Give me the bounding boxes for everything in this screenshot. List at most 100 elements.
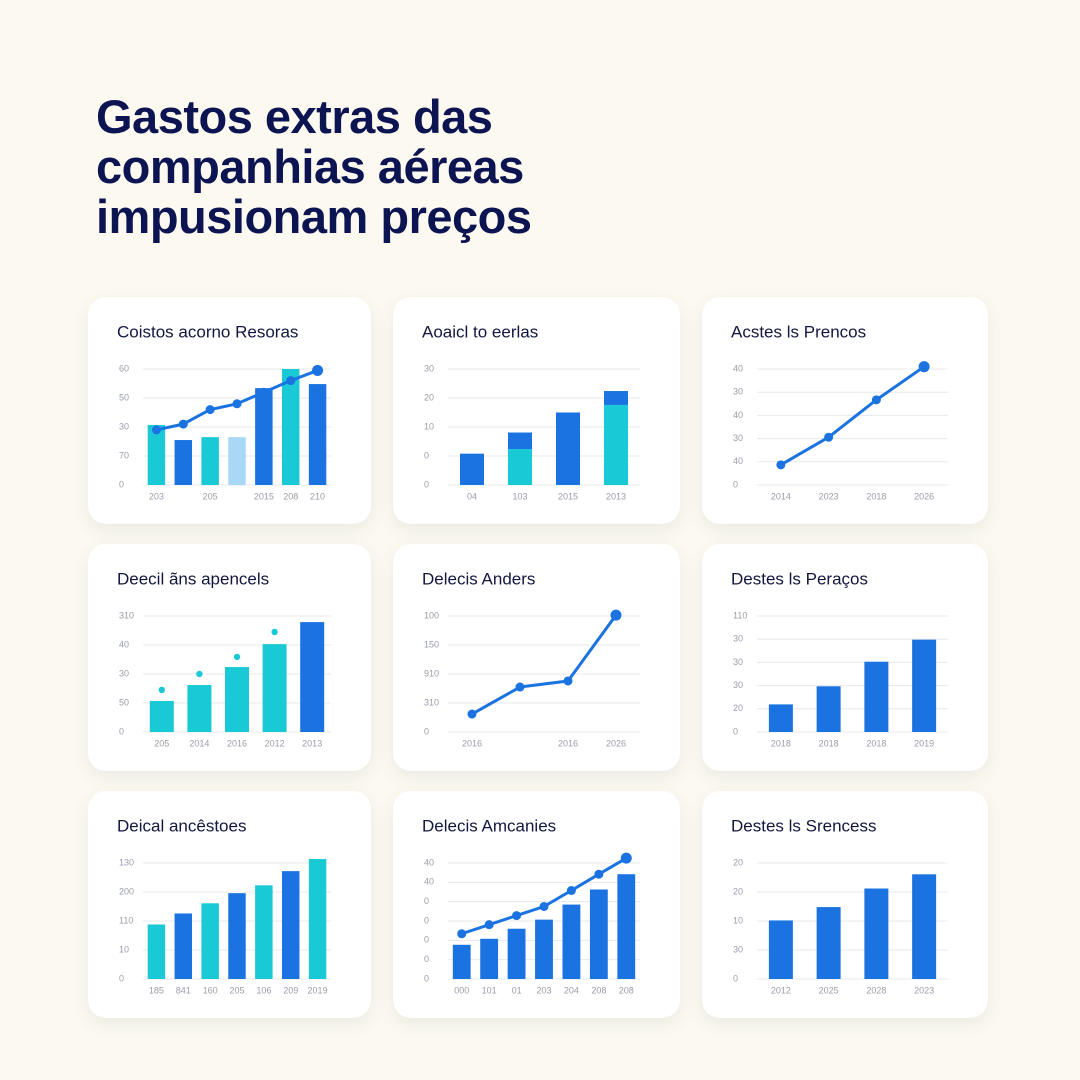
line-point (776, 460, 786, 470)
line-point (594, 869, 604, 879)
y-tick-label: 40 (733, 363, 743, 373)
x-tick-label: 203 (149, 491, 164, 501)
bar (864, 661, 889, 732)
x-tick-label: 2026 (606, 738, 626, 748)
x-tick-label: 01 (512, 985, 522, 995)
chart-title: Acstes ls Prencos (731, 322, 866, 341)
y-tick-label: 0 (733, 973, 738, 983)
y-tick-label: 30 (733, 680, 743, 690)
bar (255, 388, 273, 485)
chart-card: Destes ls Peraços 0 20 30 30 30 110 2018 2018 201… (702, 544, 988, 771)
x-tick-label: 2023 (914, 985, 934, 995)
line-point (918, 361, 930, 373)
line-point (563, 676, 573, 686)
y-tick-label: 0 (119, 479, 124, 489)
line-point (151, 425, 161, 435)
x-tick-label: 160 (203, 985, 218, 995)
y-tick-label: 0 (424, 915, 429, 925)
line-point (312, 364, 324, 376)
bar (768, 920, 793, 979)
chart-card: Coistos acorno Resoras 0 70 30 50 60 203 205 201… (88, 297, 371, 524)
y-tick-label: 30 (733, 387, 743, 397)
x-tick-label: 101 (482, 985, 497, 995)
chart-card: Aoaicl to eerlas 0 0 10 20 30 04 103 2015 2013 (393, 297, 680, 524)
line-point (457, 929, 467, 939)
y-tick-label: 30 (733, 634, 743, 644)
line-point (178, 419, 188, 429)
y-tick-label: 60 (119, 363, 129, 373)
x-tick-label: 2025 (819, 985, 839, 995)
y-tick-label: 0 (119, 973, 124, 983)
y-tick-label: 20 (424, 392, 434, 402)
x-tick-label: 000 (454, 985, 469, 995)
chart: Deecil ãns apencels 0 50 30 40 310 205 2014 2016… (117, 569, 331, 748)
y-tick-label: 110 (733, 610, 747, 620)
chart-card: Delecis Amcanies 0 0 0 0 0 40 40 000 101 01 203 204 2… (393, 791, 680, 1018)
x-tick-label: 2012 (265, 738, 285, 748)
dot (158, 686, 165, 694)
y-tick-label: 20 (733, 857, 743, 867)
line-point (232, 399, 242, 409)
bar (255, 885, 273, 979)
bar (281, 369, 300, 485)
y-tick-label: 30 (733, 433, 743, 443)
chart-card: Delecis Anders 0 310 910 150 100 2016 2016 2026 (393, 544, 680, 771)
chart-title: Aoaicl to eerlas (422, 322, 538, 341)
y-tick-label: 10 (424, 421, 434, 431)
bar (816, 907, 841, 979)
line-point (259, 387, 269, 397)
line-point (620, 852, 632, 864)
x-tick-label: 205 (203, 491, 218, 501)
bar (508, 449, 532, 485)
bar (201, 437, 219, 485)
line (470, 613, 618, 716)
bar (147, 924, 166, 979)
y-tick-label: 0 (733, 479, 738, 489)
bar (228, 893, 246, 979)
x-tick-label: 208 (591, 985, 606, 995)
x-tick-label: 2016 (227, 738, 247, 748)
bar (617, 874, 636, 979)
dot (271, 628, 278, 636)
y-tick-label: 20 (733, 703, 743, 713)
x-tick-label: 2018 (819, 738, 839, 748)
y-tick-label: 70 (119, 450, 129, 460)
x-tick-label: 2023 (819, 491, 839, 501)
chart-title: Destes ls Peraços (731, 569, 868, 588)
bar (480, 938, 499, 979)
chart-card: Deical ancêstoes 0 10 110 200 130 185 841 160 205… (88, 791, 371, 1018)
x-tick-label: 2014 (189, 738, 209, 748)
bar (864, 888, 889, 979)
line-point (539, 902, 549, 911)
y-tick-label: 0 (424, 896, 429, 906)
x-tick-label: 2016 (558, 738, 578, 748)
x-tick-label: 2026 (914, 491, 934, 501)
x-tick-label: 208 (619, 985, 634, 995)
bar (460, 453, 484, 485)
y-tick-label: 0 (119, 726, 124, 736)
x-tick-label: 2012 (771, 985, 791, 995)
y-tick-label: 0 (733, 726, 738, 736)
bar (174, 440, 193, 485)
bar (262, 644, 287, 732)
y-tick-label: 40 (119, 639, 129, 649)
y-tick-label: 40 (733, 456, 743, 466)
chart: Coistos acorno Resoras 0 70 30 50 60 203 205 201… (117, 322, 331, 501)
y-tick-label: 50 (119, 697, 129, 707)
x-tick-label: 2015 (558, 491, 578, 501)
y-tick-label: 310 (424, 697, 439, 707)
x-tick-label: 106 (256, 985, 271, 995)
page-title: Gastos extras das companhias aéreas impu… (96, 90, 532, 243)
chart-title: Deical ancêstoes (117, 816, 246, 835)
line-point (566, 885, 576, 895)
chart-title: Destes ls Srencess (731, 816, 877, 835)
y-tick-label: 30 (733, 944, 743, 954)
y-tick-label: 40 (733, 410, 743, 420)
chart-title: Delecis Amcanies (422, 816, 556, 835)
y-tick-label: 30 (119, 421, 129, 431)
line-point (824, 432, 834, 442)
bar (300, 622, 325, 732)
x-tick-label: 04 (467, 491, 477, 501)
